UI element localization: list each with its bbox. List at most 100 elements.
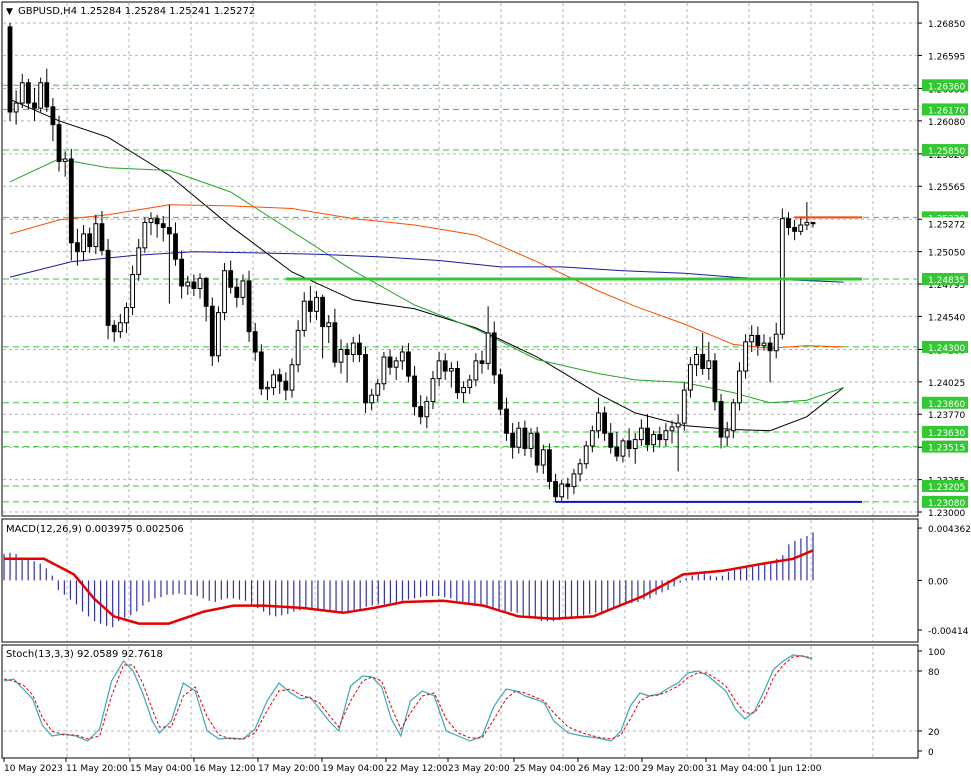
- candle-body: [50, 106, 56, 126]
- candle-body: [418, 406, 424, 418]
- candle-body: [363, 354, 368, 404]
- candle-body: [479, 360, 485, 364]
- candle-body: [424, 401, 430, 418]
- candle-body: [387, 356, 393, 368]
- candle-body: [124, 307, 129, 324]
- candle-body: [185, 281, 191, 287]
- candle-body: [700, 354, 706, 369]
- price-panel[interactable]: 1.268501.265951.263351.260801.258201.255…: [1, 1, 968, 519]
- candle-body: [99, 223, 105, 251]
- candle-body: [148, 218, 154, 223]
- macd-title: MACD(12,26,9) 0.003975 0.002506: [6, 524, 184, 535]
- stoch-panel[interactable]: 100 80 20 0 Stoch(13,3,3) 92.0589 92.7618: [1, 644, 945, 759]
- level-label-box: [922, 144, 968, 157]
- candle-body: [491, 332, 497, 376]
- candle-body: [369, 394, 375, 404]
- stoch-tick-label: 20: [928, 728, 940, 738]
- candle-body: [44, 82, 50, 108]
- candle-body: [718, 401, 724, 438]
- candle-body: [467, 379, 473, 389]
- candle-body: [534, 432, 540, 466]
- candle-body: [632, 439, 638, 449]
- candle-body: [252, 331, 258, 353]
- time-label: 23 May 20:00: [448, 764, 510, 774]
- stoch-tick-label: 100: [928, 648, 945, 658]
- candle-body: [626, 440, 632, 450]
- price-tick-label: 1.23000: [928, 509, 965, 519]
- candle-body: [430, 378, 436, 403]
- candle-body: [136, 247, 142, 276]
- candle-body: [179, 258, 185, 287]
- candle-body: [7, 26, 13, 113]
- stoch-tick-label: 80: [928, 668, 940, 678]
- candle-body: [399, 351, 405, 362]
- drawn-lines: [285, 216, 863, 503]
- candle-body: [779, 218, 785, 335]
- candle-body: [320, 296, 326, 328]
- time-label: 26 May 12:00: [578, 764, 640, 774]
- current-price-box: [922, 217, 968, 230]
- candle-body: [540, 449, 546, 466]
- level-label-box: [922, 340, 968, 353]
- price-tick-label: 1.25565: [928, 183, 965, 193]
- macd-signal-line: [4, 549, 814, 625]
- candle-body: [160, 223, 166, 229]
- stoch-grid: [3, 646, 917, 757]
- candle-body: [105, 249, 111, 326]
- time-label: 19 May 04:00: [322, 764, 384, 774]
- candle-body: [326, 322, 332, 328]
- candlesticks: [7, 23, 816, 502]
- candle-body: [216, 312, 221, 357]
- candle-body: [301, 300, 307, 331]
- price-tick-label: 1.24540: [928, 313, 965, 323]
- candle-body: [307, 300, 313, 312]
- candle-body: [13, 102, 19, 113]
- candle-body: [406, 351, 411, 377]
- candle-body: [583, 445, 589, 465]
- level-label: 1.24835: [928, 276, 965, 286]
- level-label: 1.23860: [928, 400, 965, 410]
- candle-body: [412, 375, 417, 408]
- candle-body: [559, 483, 565, 498]
- level-label-box: [922, 396, 968, 409]
- candle-body: [786, 218, 791, 229]
- candle-body: [75, 242, 80, 253]
- candle-body: [393, 360, 399, 368]
- price-tick-label: 1.26595: [928, 52, 965, 62]
- candle-body: [277, 374, 283, 382]
- price-title: GBPUSD,H4 1.25284 1.25284 1.25241 1.2527…: [18, 6, 255, 17]
- candle-body: [730, 402, 736, 432]
- candle-body: [117, 322, 123, 333]
- candle-body: [614, 446, 620, 457]
- candle-body: [688, 364, 693, 391]
- candle-body: [681, 389, 687, 424]
- candle-body: [737, 370, 742, 404]
- stoch-main-line: [3, 654, 813, 742]
- candle-body: [442, 360, 448, 372]
- macd-panel[interactable]: 0.004362 0.00 -0.00414 MACD(12,26,9) 0.003…: [1, 518, 971, 643]
- candle-body: [356, 342, 362, 356]
- candle-body: [344, 348, 350, 356]
- candle-body: [669, 426, 675, 432]
- time-label: 15 May 04:00: [130, 764, 192, 774]
- stoch-title: Stoch(13,3,3) 92.0589 92.7618: [6, 649, 163, 660]
- candle-body: [197, 277, 203, 289]
- candle-body: [571, 473, 577, 488]
- price-grid: [3, 3, 917, 515]
- candle-body: [675, 422, 681, 428]
- candle-body: [473, 360, 479, 381]
- candle-body: [81, 233, 86, 253]
- moving-average-line: [9, 98, 844, 432]
- stoch-signal-line: [3, 655, 813, 740]
- level-label: 1.23630: [928, 429, 965, 439]
- dropdown-icon[interactable]: ▼: [6, 7, 13, 17]
- level-label-box: [922, 272, 968, 285]
- candle-body: [773, 333, 779, 352]
- time-label: 16 May 12:00: [194, 764, 256, 774]
- level-label: 1.23515: [928, 444, 965, 454]
- candle-body: [332, 322, 338, 363]
- moving-average-line: [9, 158, 844, 404]
- candle-body: [289, 364, 295, 391]
